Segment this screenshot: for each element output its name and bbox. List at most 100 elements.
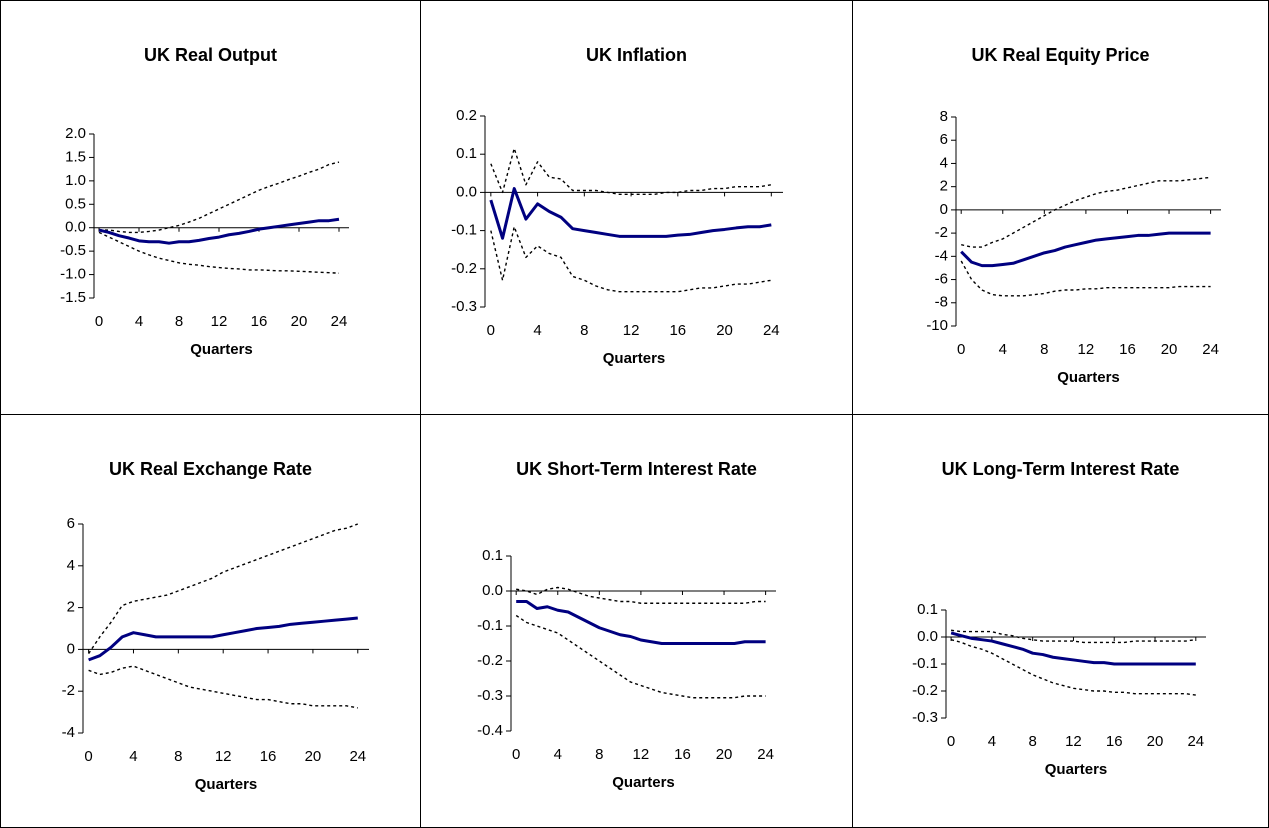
y-tick-label: -4 [62,724,75,741]
x-tick-label: 0 [957,341,965,358]
y-tick-label: -1.5 [60,289,86,306]
x-tick-label: 4 [988,733,996,750]
chart-title: UK Inflation [586,45,687,65]
y-tick-label: 0 [940,201,948,218]
y-tick-label: 0.1 [482,547,503,564]
x-tick-label: 8 [595,746,603,763]
x-tick-label: 12 [623,322,640,339]
series-line [961,176,1211,248]
x-tick-label: 24 [1187,733,1204,750]
y-tick-label: -0.4 [477,722,503,739]
y-tick-label: -0.2 [451,260,477,277]
x-tick-label: 12 [215,748,232,765]
y-tick-label: -0.1 [477,617,503,634]
y-tick-label: -2 [935,224,948,241]
x-tick-label: 20 [716,746,733,763]
x-tick-label: 0 [947,733,955,750]
chart-title: UK Long-Term Interest Rate [941,459,1180,479]
chart: 0.2 0.1 0.0 -0.1 -0.2 -0.3 0 4 8 12 16 20 24 Quarters [451,107,783,367]
series-line [490,226,772,293]
x-tick-label: 24 [1202,341,1219,358]
x-tick-label: 20 [291,313,308,330]
series-line [88,616,358,662]
chart-title: UK Real Output [144,45,277,65]
x-tick-label: 16 [251,313,268,330]
x-tick-label: 16 [1119,341,1136,358]
x-tick-label: 12 [1078,341,1095,358]
chart: 0.1 0.0 -0.1 -0.2 -0.3 0 4 8 12 16 20 24 Quarters [912,601,1206,778]
y-tick-label: 2 [67,599,75,616]
series-line [960,260,1211,297]
y-tick-label: -2 [62,682,75,699]
x-tick-label: 8 [174,748,182,765]
x-tick-label: 16 [260,748,277,765]
y-tick-label: 6 [940,131,948,148]
chart-panel: UK Real Equity Price 8 6 4 2 0 -2 -4 -6 -8 -10 0 4 8 1… [852,0,1269,415]
x-tick-label: 8 [175,313,183,330]
chart-panel: UK Short-Term Interest Rate 0.1 0.0 -0.1 -0.… [420,414,853,828]
series-line [99,161,340,234]
y-tick-label: 4 [940,154,948,171]
x-tick-label: 0 [84,748,92,765]
chart-title: UK Real Exchange Rate [108,459,313,479]
y-tick-label: 0.2 [456,107,477,124]
series-line [951,629,1196,644]
y-tick-label: -0.2 [477,652,503,669]
x-tick-label: 12 [211,313,228,330]
x-axis-label: Quarters [1045,761,1108,778]
y-tick-label: 0.0 [65,219,86,236]
x-tick-label: 20 [1147,733,1164,750]
y-tick-label: -0.3 [477,687,503,704]
y-tick-label: 1.5 [65,148,86,165]
y-tick-label: 6 [67,515,75,532]
y-tick-label: 0.0 [456,183,477,200]
chart: 0.1 0.0 -0.1 -0.2 -0.3 -0.4 0 4 8 12 16 20 24 Quarter… [477,547,776,791]
x-tick-label: 8 [1040,341,1048,358]
x-tick-label: 0 [95,313,103,330]
chart-panel: UK Real Exchange Rate 6 4 2 0 -2 -4 0 4 8 12 16 20 24… [0,414,421,828]
x-tick-label: 8 [1028,733,1036,750]
y-tick-label: -4 [935,247,948,264]
y-tick-label: -0.3 [912,709,938,726]
series-line [489,187,772,240]
series-line [98,217,340,245]
x-tick-label: 12 [1065,733,1082,750]
x-tick-label: 24 [757,746,774,763]
x-tick-label: 0 [487,322,495,339]
series-line [516,586,766,604]
y-tick-label: -10 [926,317,948,334]
y-tick-label: 2 [940,178,948,195]
x-tick-label: 4 [999,341,1007,358]
x-axis-label: Quarters [603,350,666,367]
y-tick-label: 0.1 [917,601,938,618]
x-axis-label: Quarters [612,774,675,791]
y-tick-label: -8 [935,294,948,311]
x-tick-label: 4 [129,748,137,765]
x-tick-label: 20 [716,322,733,339]
series-line [960,231,1211,268]
x-tick-label: 16 [674,746,691,763]
y-tick-label: -0.5 [60,242,86,259]
x-tick-label: 24 [349,748,366,765]
x-tick-label: 20 [1161,341,1178,358]
chart-panel: UK Real Output 2.0 1.5 1.0 0.5 0.0 -0.5 -1.0 -1.… [0,0,421,415]
y-tick-label: -0.2 [912,682,938,699]
x-axis-label: Quarters [190,341,253,358]
x-tick-label: 16 [1106,733,1123,750]
x-axis-label: Quarters [195,776,258,793]
x-tick-label: 16 [669,322,686,339]
series-line [950,639,1196,696]
y-tick-label: 0.0 [917,628,938,645]
x-axis-label: Quarters [1057,369,1120,386]
chart-title: UK Real Equity Price [971,45,1150,65]
y-tick-label: -1.0 [60,266,86,283]
chart-panel: UK Inflation 0.2 0.1 0.0 -0.1 -0.2 -0.3 0 4 8 12 16… [420,0,853,415]
series-line [515,614,766,699]
y-tick-label: 1.0 [65,172,86,189]
x-tick-label: 0 [512,746,520,763]
series-line [98,231,340,274]
y-tick-label: 2.0 [65,125,86,142]
series-line [88,665,358,709]
